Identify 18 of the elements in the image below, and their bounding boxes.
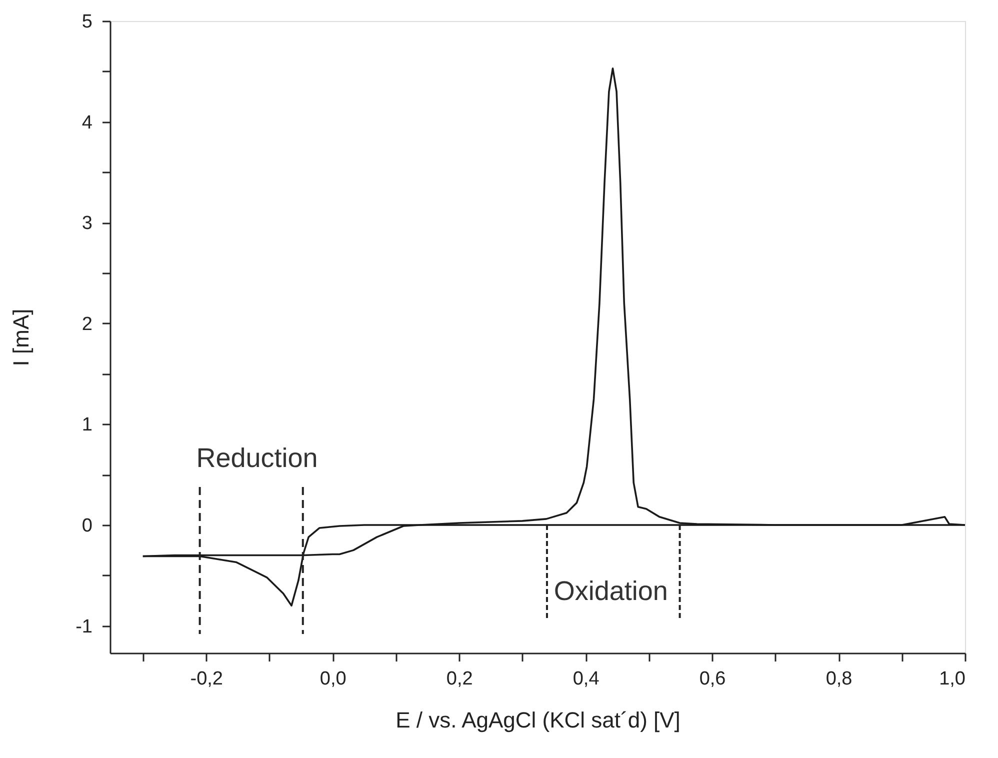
y-tick-label: 4 xyxy=(82,112,93,134)
x-tick-label: 0,0 xyxy=(320,668,346,690)
x-tick-label: 0,6 xyxy=(699,668,726,690)
y-tick-label: 5 xyxy=(82,12,92,32)
y-tick-label: 3 xyxy=(82,213,92,234)
y-tick-label: 1 xyxy=(82,414,92,436)
y-tick-label: 0 xyxy=(82,515,92,536)
x-tick-label: -0,2 xyxy=(190,668,223,690)
y-tick-label: 2 xyxy=(82,314,92,335)
x-tick-label: 1,0 xyxy=(939,668,966,690)
y-axis-title: I [mA] xyxy=(8,308,34,366)
annotation: Reduction xyxy=(196,443,318,473)
x-tick-label: 0,8 xyxy=(826,668,852,690)
x-tick-label: 0,2 xyxy=(446,668,473,690)
y-tick-label: -1 xyxy=(76,616,92,638)
x-axis-title: E / vs. AgAgCl (KCl sat´d) [V] xyxy=(396,708,680,732)
x-tick-label: 0,4 xyxy=(572,668,600,690)
annotation: Oxidation xyxy=(554,576,668,606)
